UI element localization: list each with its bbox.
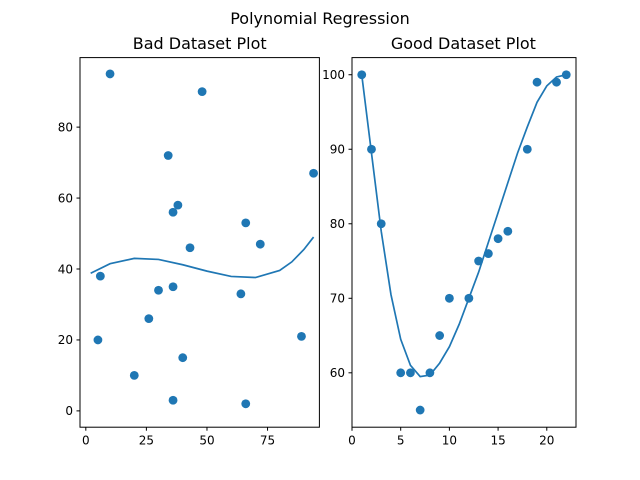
bad-dataset-point: [93, 335, 103, 345]
good-dataset-point: [396, 368, 406, 378]
bad-dataset-point: [129, 371, 139, 380]
good-dataset-y-tick-label: 80: [330, 217, 345, 231]
good-dataset-y-tick-label: 100: [322, 68, 345, 82]
good-dataset-point: [376, 219, 386, 229]
bad-dataset-point: [95, 271, 105, 281]
good-dataset-x-tick-label: 15: [490, 434, 505, 448]
good-dataset-fit-line: [360, 73, 567, 378]
bad-dataset-axes: Bad Dataset Plot 0 25 50 75 0 20 40 60 80: [58, 34, 320, 448]
good-dataset-point: [522, 144, 532, 154]
good-dataset-x-tick-label: 0: [348, 434, 356, 448]
good-dataset-point: [406, 368, 415, 378]
bad-dataset-y-tick-label: 40: [58, 262, 73, 276]
bad-dataset-ticks: 0 25 50 75 0 20 40 60 80: [58, 120, 275, 447]
bad-dataset-point: [144, 314, 154, 324]
good-dataset-point: [503, 226, 513, 236]
bad-dataset-point: [297, 332, 306, 341]
good-dataset-point: [444, 293, 454, 303]
good-dataset-axes: Good Dataset Plot 0 5 10 15 20 60 70 80 90 100: [322, 34, 577, 448]
good-dataset-x-tick-label: 5: [397, 434, 405, 448]
bad-dataset-y-tick-label: 20: [58, 333, 73, 347]
bad-dataset-point: [241, 218, 251, 228]
bad-dataset-y-tick-label: 0: [65, 404, 73, 418]
bad-dataset-marks: [90, 69, 318, 409]
bad-dataset-x-tick-label: 25: [139, 434, 154, 448]
bad-dataset-x-tick-label: 0: [82, 434, 90, 448]
good-dataset-y-tick-label: 90: [330, 143, 345, 157]
bad-dataset-point: [255, 239, 265, 249]
bad-dataset-x-tick-label: 50: [199, 434, 214, 448]
bad-dataset-point: [154, 285, 163, 295]
good-dataset-marks: [357, 70, 571, 415]
bad-dataset-y-tick-label: 80: [58, 120, 73, 134]
good-dataset-x-tick-label: 10: [442, 434, 457, 448]
good-dataset-title: Good Dataset Plot: [391, 34, 536, 53]
bad-dataset-frame: [79, 57, 320, 428]
bad-dataset-point: [163, 151, 173, 160]
good-dataset-y-tick-label: 70: [330, 292, 345, 306]
bad-dataset-point: [185, 243, 195, 253]
good-dataset-ticks: 0 5 10 15 20 60 70 80 90 100: [322, 68, 554, 448]
good-dataset-point: [532, 77, 542, 87]
bad-dataset-point: [168, 395, 178, 405]
bad-dataset-point: [178, 353, 188, 363]
good-dataset-point: [493, 234, 503, 244]
bad-dataset-point: [309, 168, 318, 178]
bad-dataset-point: [168, 207, 178, 217]
good-dataset-point: [435, 331, 445, 340]
figure-title: Polynomial Regression: [230, 9, 410, 28]
bad-dataset-title: Bad Dataset Plot: [133, 34, 267, 53]
good-dataset-frame: [351, 57, 577, 428]
bad-dataset-y-tick-label: 60: [58, 191, 73, 205]
bad-dataset-point: [173, 200, 183, 210]
bad-dataset-x-tick-label: 75: [260, 434, 275, 448]
good-dataset-point: [415, 405, 425, 415]
bad-dataset-point: [197, 87, 207, 97]
good-dataset-x-tick-label: 20: [539, 434, 554, 448]
bad-dataset-point: [168, 282, 178, 292]
bad-dataset-fit-line: [90, 236, 315, 279]
bad-dataset-point: [241, 399, 251, 409]
good-dataset-y-tick-label: 60: [330, 366, 345, 380]
bad-dataset-point: [236, 289, 246, 299]
bad-dataset-point: [105, 69, 115, 79]
